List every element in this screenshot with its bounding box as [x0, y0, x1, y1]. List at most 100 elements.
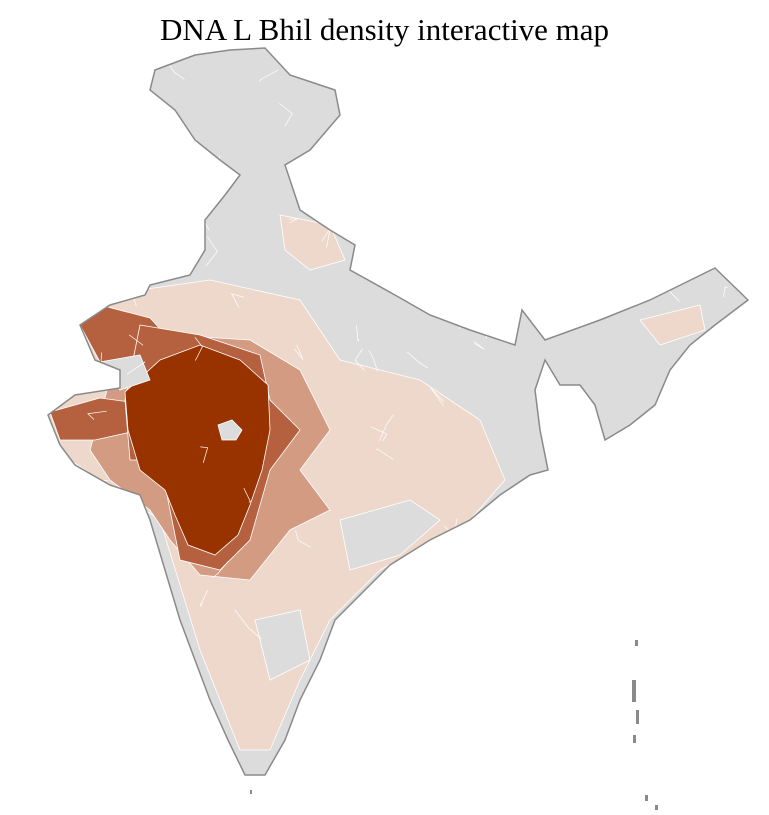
district-border [368, 350, 379, 372]
district-border [569, 408, 589, 426]
district-border [485, 527, 499, 551]
district-border [606, 717, 614, 748]
district-border [609, 595, 625, 612]
district-border [725, 682, 738, 703]
district-border [40, 754, 48, 767]
district-border [38, 374, 42, 406]
district-border [449, 201, 454, 214]
district-border [680, 101, 689, 127]
district-border [725, 487, 733, 495]
district-border [371, 426, 388, 442]
island [250, 790, 252, 794]
district-border [374, 221, 390, 234]
district-border [200, 446, 209, 463]
district-border [569, 281, 591, 307]
district-border [406, 351, 429, 369]
district-border [100, 272, 115, 292]
district-border [383, 648, 398, 678]
district-border [160, 630, 166, 639]
district-border [364, 156, 374, 165]
islands [250, 640, 658, 810]
district-border [99, 285, 122, 296]
district-border [126, 705, 146, 712]
district-border [359, 214, 372, 219]
district-border [484, 94, 490, 114]
district-border [72, 91, 100, 101]
island [633, 735, 636, 743]
region-no-data[interactable] [339, 499, 441, 571]
district-border [723, 263, 746, 279]
region-high[interactable] [124, 344, 271, 556]
district-border [360, 685, 373, 695]
district-border [294, 344, 304, 360]
district-border [534, 510, 557, 523]
district-border [325, 681, 350, 698]
district-border [603, 288, 615, 302]
district-border [666, 228, 686, 244]
district-border [529, 563, 548, 578]
district-border [565, 88, 586, 99]
district-border [573, 513, 595, 545]
district-border [415, 290, 435, 303]
district-border [372, 579, 383, 614]
district-border [108, 514, 129, 535]
district-border [75, 319, 82, 340]
district-border [373, 738, 389, 766]
district-border [205, 236, 218, 267]
district-border [194, 337, 203, 361]
district-border [243, 487, 251, 503]
district-border [369, 752, 386, 759]
district-border [578, 724, 584, 740]
district-border [126, 361, 146, 375]
district-border [353, 673, 372, 683]
district-border [447, 175, 468, 185]
district-border [726, 145, 743, 180]
district-border [716, 48, 727, 59]
island [635, 640, 638, 646]
district-border [373, 82, 396, 89]
island [632, 680, 636, 702]
district-border [457, 290, 473, 302]
district-border [485, 735, 504, 745]
region-no-data-city[interactable] [217, 419, 243, 441]
district-border [494, 683, 516, 699]
region-very-low[interactable] [639, 304, 706, 346]
district-border [692, 550, 708, 560]
district-border [85, 725, 98, 743]
district-border [127, 578, 141, 599]
district-border [485, 219, 489, 236]
district-border [580, 202, 588, 221]
region-no-data[interactable] [254, 609, 311, 681]
district-border [473, 340, 485, 350]
district-border [98, 65, 111, 80]
district-border [80, 237, 82, 253]
district-border [101, 583, 111, 616]
map-title: DNA L Bhil density interactive map [159, 12, 610, 47]
district-border [375, 448, 394, 460]
district-border [631, 176, 644, 181]
district-border [97, 158, 102, 170]
island [636, 710, 639, 724]
district-border [140, 266, 156, 283]
district-border [354, 348, 365, 371]
district-border [76, 287, 105, 308]
district-border [430, 387, 444, 406]
island [655, 805, 658, 810]
district-border [702, 420, 731, 427]
district-border [430, 696, 451, 718]
district-border [48, 473, 61, 495]
district-border [234, 609, 263, 640]
district-border [600, 147, 617, 172]
district-border [640, 735, 646, 747]
district-border [574, 493, 581, 518]
district-border [671, 425, 696, 439]
district-border [515, 483, 535, 497]
district-border [48, 619, 58, 633]
district-border [537, 144, 562, 149]
district-border [289, 754, 304, 769]
country-outline [47, 47, 750, 776]
district-border [133, 625, 144, 647]
district-border [111, 612, 139, 620]
district-border [362, 710, 378, 728]
